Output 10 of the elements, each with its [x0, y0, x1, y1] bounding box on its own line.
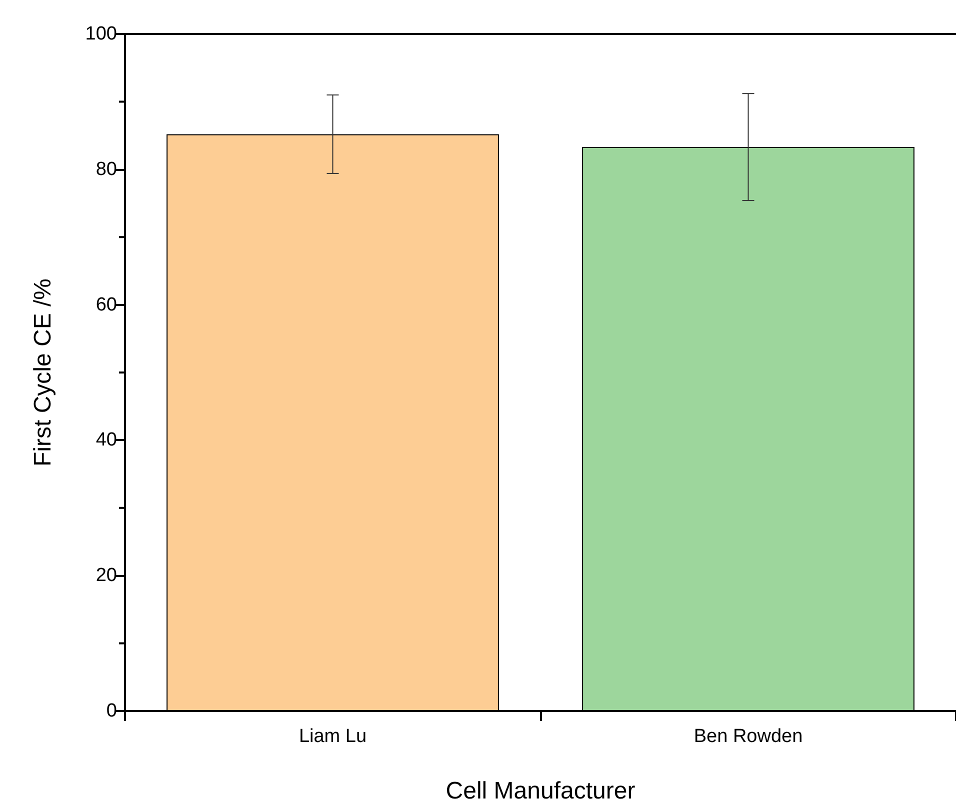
- y-tick-label: 40: [96, 430, 117, 451]
- y-axis-title: First Cycle CE /%: [30, 278, 56, 467]
- y-tick-label: 0: [106, 700, 117, 722]
- y-tick-label: 100: [85, 24, 117, 44]
- x-axis-title: Cell Manufacturer: [446, 778, 636, 804]
- y-tick-label: 20: [96, 565, 117, 586]
- y-tick-label: 80: [96, 158, 117, 180]
- x-tick-label: Liam Lu: [298, 726, 367, 747]
- x-tick-label: Ben Rowden: [694, 726, 803, 747]
- y-tick-label: 60: [96, 294, 117, 316]
